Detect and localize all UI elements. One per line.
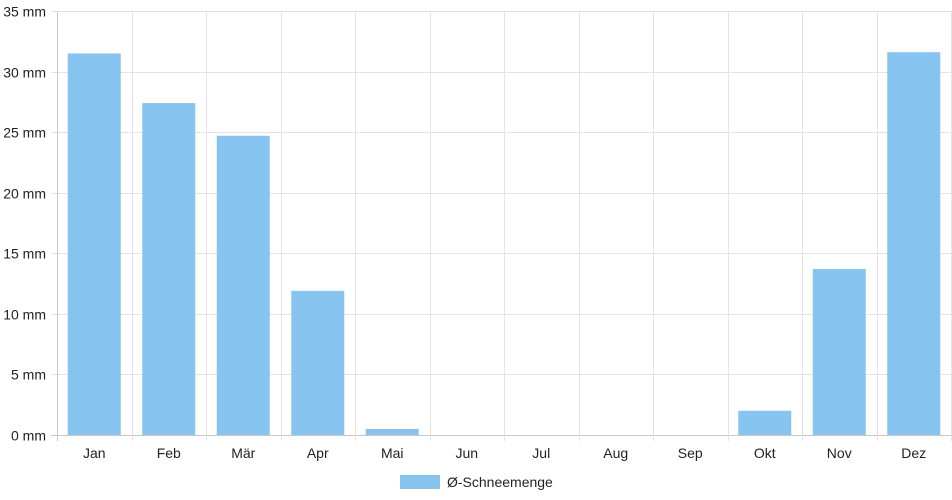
x-tick-label: Dez xyxy=(901,445,926,461)
bar-Dez[interactable] xyxy=(887,52,941,436)
x-tick-label: Nov xyxy=(827,445,852,461)
y-tick-label: 30 mm xyxy=(3,65,46,81)
chart-grid xyxy=(51,11,952,441)
y-tick-label: 5 mm xyxy=(11,367,46,383)
bar-Feb[interactable] xyxy=(142,103,196,435)
x-tick-label: Mai xyxy=(381,445,404,461)
bar-Nov[interactable] xyxy=(812,269,866,435)
bar-Jan[interactable] xyxy=(67,53,121,436)
chart-bars xyxy=(67,52,941,436)
y-tick-label: 35 mm xyxy=(3,4,46,20)
x-tick-label: Apr xyxy=(307,445,329,461)
x-tick-label: Jun xyxy=(455,445,478,461)
x-tick-label: Mär xyxy=(231,445,255,461)
y-tick-label: 25 mm xyxy=(3,125,46,141)
bar-Mär[interactable] xyxy=(216,135,270,435)
x-tick-label: Aug xyxy=(603,445,628,461)
y-axis: 0 mm 5 mm 10 mm 15 mm 20 mm 25 mm 30 mm 35 mm xyxy=(3,4,46,444)
x-tick-label: Okt xyxy=(754,445,776,461)
x-tick-label: Jan xyxy=(83,445,106,461)
bar-Apr[interactable] xyxy=(291,290,345,435)
x-axis: Jan Feb Mär Apr Mai Jun Jul Aug Sep Okt Nov Dez xyxy=(83,445,926,461)
bar-Mai[interactable] xyxy=(365,428,419,435)
x-tick-label: Feb xyxy=(157,445,181,461)
x-tick-label: Jul xyxy=(532,445,550,461)
chart-legend[interactable]: Ø-Schneemenge xyxy=(400,474,553,490)
y-tick-label: 10 mm xyxy=(3,307,46,323)
y-tick-label: 20 mm xyxy=(3,186,46,202)
x-tick-label: Sep xyxy=(678,445,703,461)
y-tick-label: 0 mm xyxy=(11,428,46,444)
bar-Okt[interactable] xyxy=(738,410,792,435)
legend-swatch[interactable] xyxy=(400,475,440,489)
y-tick-label: 15 mm xyxy=(3,246,46,262)
legend-label[interactable]: Ø-Schneemenge xyxy=(447,474,553,490)
